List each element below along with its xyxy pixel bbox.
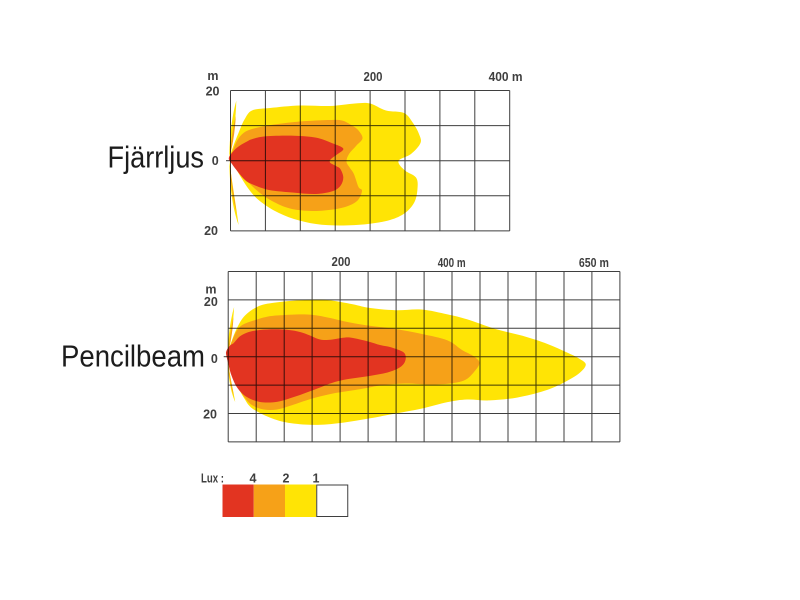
svg-text:Pencilbeam: Pencilbeam: [61, 338, 205, 373]
svg-text:20: 20: [203, 408, 217, 422]
svg-text:650 m: 650 m: [579, 256, 609, 270]
svg-text:Fjärrljus: Fjärrljus: [108, 140, 205, 175]
svg-text:m: m: [205, 283, 216, 297]
svg-text:0: 0: [212, 154, 219, 168]
svg-text:Lux :: Lux :: [201, 472, 224, 486]
svg-text:20: 20: [204, 224, 218, 238]
svg-text:m: m: [207, 69, 218, 83]
svg-text:200: 200: [364, 70, 383, 84]
svg-text:20: 20: [206, 85, 220, 99]
svg-text:0: 0: [211, 352, 218, 366]
svg-text:200: 200: [332, 255, 351, 269]
svg-text:20: 20: [204, 295, 218, 309]
svg-text:400 m: 400 m: [489, 70, 523, 84]
svg-text:2: 2: [283, 472, 290, 486]
svg-text:1: 1: [313, 472, 320, 486]
svg-text:4: 4: [250, 472, 257, 486]
svg-text:400 m: 400 m: [438, 256, 466, 270]
